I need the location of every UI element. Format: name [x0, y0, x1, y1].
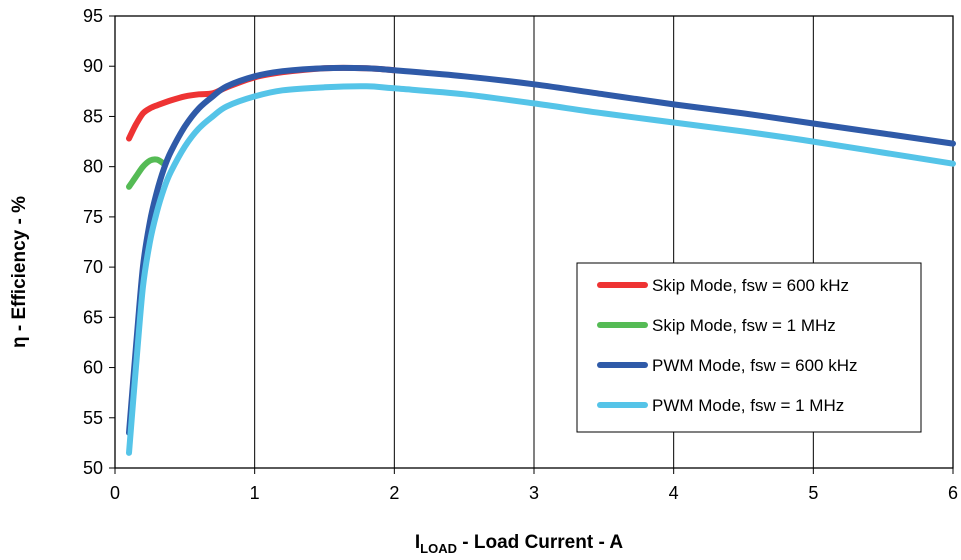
x-axis-ticks: 0 1 2 3 4 5 6 — [110, 468, 958, 503]
y-tick-label: 80 — [83, 157, 103, 177]
x-axis-title-rest: - Load Current - A — [457, 532, 623, 553]
x-tick-label: 3 — [529, 483, 539, 503]
series-line-skip-1mhz — [126, 156, 167, 190]
legend-label-skip-600khz: Skip Mode, fsw = 600 kHz — [652, 276, 849, 295]
legend-items: Skip Mode, fsw = 600 kHz Skip Mode, fsw =… — [597, 276, 857, 415]
series-line-skip-600khz — [126, 64, 398, 142]
legend-label-pwm-1mhz: PWM Mode, fsw = 1 MHz — [652, 396, 844, 415]
y-axis-title: η - Efficiency - % — [9, 196, 30, 348]
x-tick-label: 1 — [250, 483, 260, 503]
series-line-pwm-1mhz — [126, 83, 956, 456]
legend-label-skip-1mhz: Skip Mode, fsw = 1 MHz — [652, 316, 836, 335]
x-tick-label: 0 — [110, 483, 120, 503]
series-lines — [126, 64, 956, 456]
y-axis-ticks: 50 55 60 65 70 75 80 85 90 95 — [83, 6, 115, 478]
x-tick-label: 6 — [948, 483, 958, 503]
x-axis-title: ILOAD - Load Current - A — [415, 532, 623, 556]
y-tick-label: 65 — [83, 307, 103, 327]
x-tick-label: 2 — [389, 483, 399, 503]
y-tick-label: 60 — [83, 358, 103, 378]
x-axis-title-main: I — [415, 532, 420, 553]
x-tick-label: 4 — [669, 483, 679, 503]
y-tick-label: 70 — [83, 257, 103, 277]
y-tick-label: 75 — [83, 207, 103, 227]
y-tick-label: 95 — [83, 6, 103, 26]
y-tick-label: 55 — [83, 408, 103, 428]
legend: Skip Mode, fsw = 600 kHz Skip Mode, fsw =… — [576, 262, 922, 433]
legend-label-pwm-600khz: PWM Mode, fsw = 600 kHz — [652, 356, 857, 375]
y-tick-label: 85 — [83, 106, 103, 126]
x-axis-title-subscript: LOAD — [420, 541, 457, 556]
x-tick-label: 5 — [808, 483, 818, 503]
y-tick-label: 50 — [83, 458, 103, 478]
series-line-pwm-600khz — [126, 64, 956, 436]
y-tick-label: 90 — [83, 56, 103, 76]
